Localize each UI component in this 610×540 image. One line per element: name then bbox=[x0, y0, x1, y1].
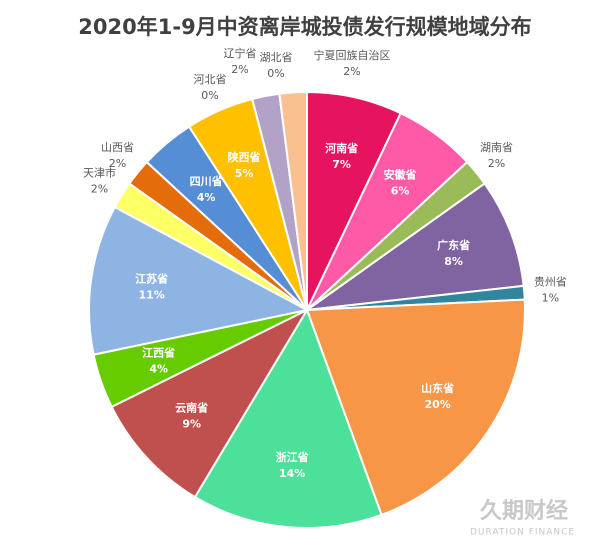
watermark-sub: DURATION FINANCE bbox=[470, 528, 575, 538]
slice-label: 贵州省 bbox=[534, 276, 567, 289]
chart-title: 2020年1-9月中资离岸城投债发行规模地域分布 bbox=[78, 15, 531, 39]
slice-label: 宁夏回族自治区 bbox=[314, 48, 391, 62]
slice-label: 广东省 bbox=[437, 238, 470, 252]
pie-slice bbox=[278, 90, 308, 311]
slice-value-label: 2% bbox=[231, 63, 248, 76]
slice-label: 江西省 bbox=[142, 345, 175, 359]
slice-value-label: 8% bbox=[444, 255, 463, 268]
slice-value-label: 0% bbox=[201, 89, 218, 102]
slice-label: 安徽省 bbox=[384, 168, 417, 182]
pie-slice bbox=[193, 307, 383, 529]
slice-label: 湖北省 bbox=[260, 51, 293, 64]
slice-value-label: 1% bbox=[542, 292, 559, 305]
slice-value-label: 2% bbox=[91, 182, 108, 195]
slice-value-label: 20% bbox=[425, 398, 451, 411]
slice-label: 江苏省 bbox=[135, 272, 168, 286]
slice-value-label: 14% bbox=[279, 467, 305, 480]
pie-slice bbox=[303, 182, 525, 312]
slice-value-label: 7% bbox=[332, 158, 351, 171]
slice-label: 辽宁省 bbox=[224, 46, 257, 60]
slice-value-label: 0% bbox=[267, 67, 284, 80]
slice-value-label: 2% bbox=[343, 65, 360, 78]
slice-label: 四川省 bbox=[190, 174, 223, 188]
pie-slice bbox=[305, 298, 526, 517]
slice-value-label: 5% bbox=[235, 167, 254, 180]
slice-value-label: 4% bbox=[149, 362, 168, 375]
slice-label: 山东省 bbox=[421, 381, 454, 395]
slice-label: 河北省 bbox=[194, 73, 227, 86]
pie-slice bbox=[88, 205, 310, 356]
slice-value-label: 6% bbox=[391, 185, 410, 198]
slice-label: 陕西省 bbox=[228, 150, 261, 164]
pie-slice bbox=[110, 307, 310, 499]
watermark: 久期财经 bbox=[480, 498, 568, 524]
slice-value-label: 4% bbox=[197, 191, 216, 204]
slice-label: 浙江省 bbox=[276, 450, 309, 464]
slice-value-label: 9% bbox=[182, 417, 201, 430]
slice-value-label: 2% bbox=[109, 157, 126, 170]
slice-label: 山西省 bbox=[101, 141, 134, 154]
slice-label: 湖南省 bbox=[480, 141, 513, 154]
slice-label: 云南省 bbox=[175, 400, 208, 414]
slice-value-label: 2% bbox=[488, 157, 505, 170]
slice-label: 河南省 bbox=[325, 141, 358, 155]
slice-value-label: 11% bbox=[138, 289, 164, 302]
slice-label: 天津市 bbox=[83, 165, 116, 179]
